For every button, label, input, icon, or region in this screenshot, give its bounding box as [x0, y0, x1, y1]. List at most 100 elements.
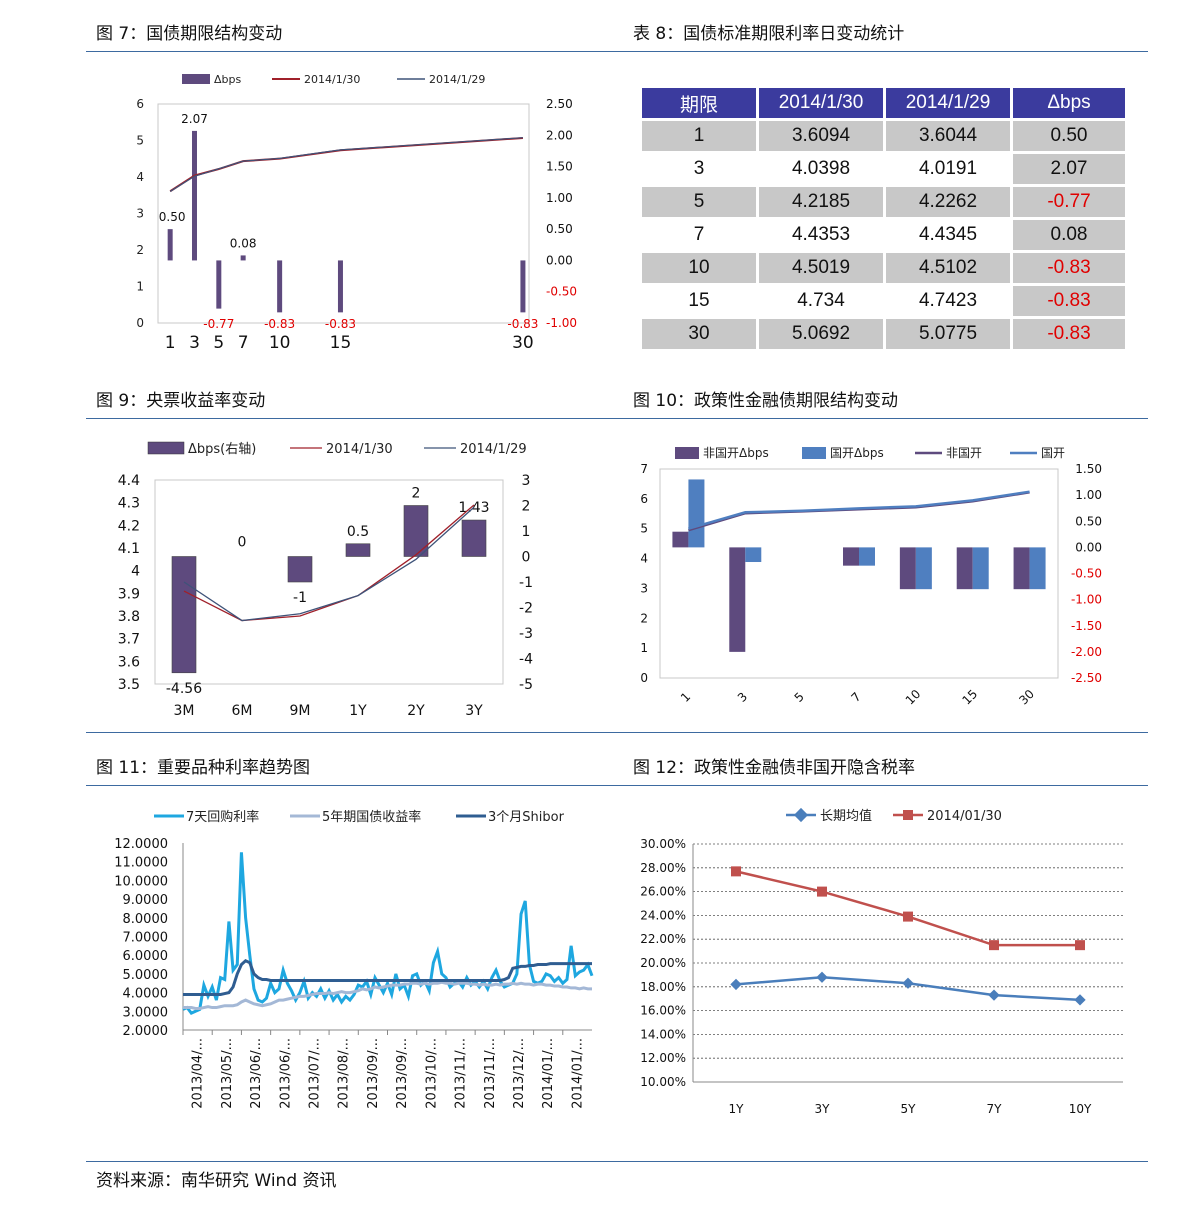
series-line — [183, 959, 592, 996]
y-tick-label: 0 — [136, 316, 144, 330]
x-tick-label: 5 — [213, 333, 224, 353]
data-point — [816, 971, 828, 983]
x-tick-label: 1Y — [349, 703, 367, 719]
bar — [167, 229, 173, 261]
table-header-cell: Δbps — [1013, 88, 1125, 118]
bar — [1029, 547, 1046, 590]
x-tick-label: 3Y — [815, 1102, 831, 1116]
fig7-title: 图 7：国债期限结构变动 — [96, 24, 283, 44]
y-tick-label: 4 — [131, 564, 140, 580]
table-cell: 4.2262 — [886, 187, 1010, 217]
y-tick-label: 5.0000 — [123, 968, 169, 983]
table-cell: 4.7423 — [886, 286, 1010, 316]
y2-tick-label: -2.00 — [1071, 645, 1102, 659]
data-point — [731, 866, 741, 877]
y2-tick-label: 1 — [522, 524, 531, 540]
x-tick-label: 2013/09/... — [395, 1038, 410, 1109]
table-cell: 0.50 — [1013, 121, 1125, 151]
y-tick-label: 11.0000 — [114, 856, 168, 871]
table-cell: 2.07 — [1013, 154, 1125, 184]
table-cell: 5 — [642, 187, 756, 217]
table-cell: 3.6094 — [759, 121, 883, 151]
y-tick-label: 12.0000 — [114, 837, 168, 852]
x-tick-label: 2013/11/... — [483, 1038, 498, 1109]
x-tick-label: 2014/01/... — [541, 1038, 556, 1109]
bar — [403, 505, 429, 557]
bar — [345, 543, 371, 557]
y-tick-label: 1 — [640, 641, 648, 655]
table-cell: 7 — [642, 220, 756, 250]
y2-tick-label: 1.00 — [1075, 488, 1102, 502]
table-cell: 4.5019 — [759, 253, 883, 283]
y-tick-label: 4 — [136, 170, 144, 184]
table-cell: 30 — [642, 319, 756, 349]
y2-tick-label: -2.50 — [1071, 671, 1102, 685]
x-tick-label: 5 — [792, 690, 807, 705]
y-tick-label: 2.0000 — [123, 1024, 169, 1039]
fig12-chart: 长期均值 2014/01/30 30.00% 28.00% 26.00% 24.00% 22… — [640, 807, 1123, 1116]
x-tick-label: 2014/01/... — [570, 1038, 585, 1109]
table-row: 3 4.0398 4.0191 2.07 — [642, 154, 1125, 184]
table-row: 10 4.5019 4.5102 -0.83 — [642, 253, 1125, 283]
y2-tick-label: 3 — [522, 473, 531, 489]
legend-label: Δbps — [214, 73, 241, 86]
table-cell: 5.0692 — [759, 319, 883, 349]
y-tick-label: 4.4 — [118, 473, 140, 489]
rate-change-table: 期限 2014/1/30 2014/1/29 Δbps 1 3.6094 3.6044 0.… — [639, 85, 1128, 352]
x-tick-label: 10Y — [1069, 1102, 1092, 1116]
y2-tick-label: 0 — [522, 550, 531, 566]
bar — [729, 547, 746, 652]
table-cell: 4.4353 — [759, 220, 883, 250]
bar — [520, 260, 526, 313]
x-tick-label: 2013/12/... — [512, 1038, 527, 1109]
y2-tick-label: -2 — [519, 601, 533, 617]
y-tick-label: 9.0000 — [123, 893, 169, 908]
y-tick-label: 12.00% — [640, 1051, 686, 1065]
legend-label: Δbps(右轴) — [188, 442, 256, 457]
bar — [461, 519, 487, 557]
fig7-chart: Δbps 2014/1/30 2014/1/2965432102.502.001.5… — [136, 73, 577, 353]
legend-marker — [793, 807, 809, 823]
legend-label: 长期均值 — [820, 808, 872, 824]
legend-marker — [903, 810, 913, 820]
legend-label: 国开Δbps — [830, 446, 884, 460]
bar-label: -0.83 — [507, 317, 538, 331]
legend-swatch-bar — [182, 74, 210, 84]
x-tick-label: 7Y — [987, 1102, 1003, 1116]
bar-label: -1 — [293, 590, 307, 606]
bar — [899, 547, 916, 590]
x-tick-label: 2013/09/... — [366, 1038, 381, 1109]
data-point — [817, 886, 827, 897]
table8-title: 表 8：国债标准期限利率日变动统计 — [633, 24, 905, 44]
bar — [843, 547, 859, 566]
bar — [915, 547, 932, 590]
fig10-title: 图 10：政策性金融债期限结构变动 — [633, 391, 899, 411]
y-tick-label: 3 — [136, 207, 144, 221]
y2-tick-label: 2.50 — [546, 97, 573, 111]
plot-area — [154, 479, 504, 685]
source-note: 资料来源：南华研究 Wind 资讯 — [96, 1171, 337, 1191]
x-tick-label: 10 — [269, 333, 291, 353]
y-tick-label: 4.2 — [118, 518, 140, 534]
x-tick-label: 3Y — [465, 703, 483, 719]
bar — [191, 130, 197, 261]
y-tick-label: 4.3 — [118, 496, 140, 512]
bar — [277, 260, 283, 313]
x-tick-label: 2013/05/... — [220, 1038, 235, 1109]
x-tick-label: 15 — [960, 687, 981, 708]
y2-tick-label: 1.50 — [546, 160, 573, 174]
legend-swatch-bar — [147, 441, 185, 455]
bar — [287, 556, 313, 583]
bar-label: 2 — [412, 486, 421, 502]
y2-tick-label: -0.50 — [1071, 567, 1102, 581]
y2-tick-label: -0.50 — [546, 285, 577, 299]
bar — [956, 547, 973, 590]
series-line — [182, 852, 594, 1016]
y2-tick-label: -5 — [519, 677, 533, 693]
y2-tick-label: -1.00 — [1071, 593, 1102, 607]
y-tick-label: 16.00% — [640, 1004, 686, 1018]
bar — [688, 479, 705, 548]
series-line — [183, 504, 475, 622]
x-tick-label: 2013/11/... — [454, 1038, 469, 1109]
x-tick-label: 15 — [330, 333, 352, 353]
